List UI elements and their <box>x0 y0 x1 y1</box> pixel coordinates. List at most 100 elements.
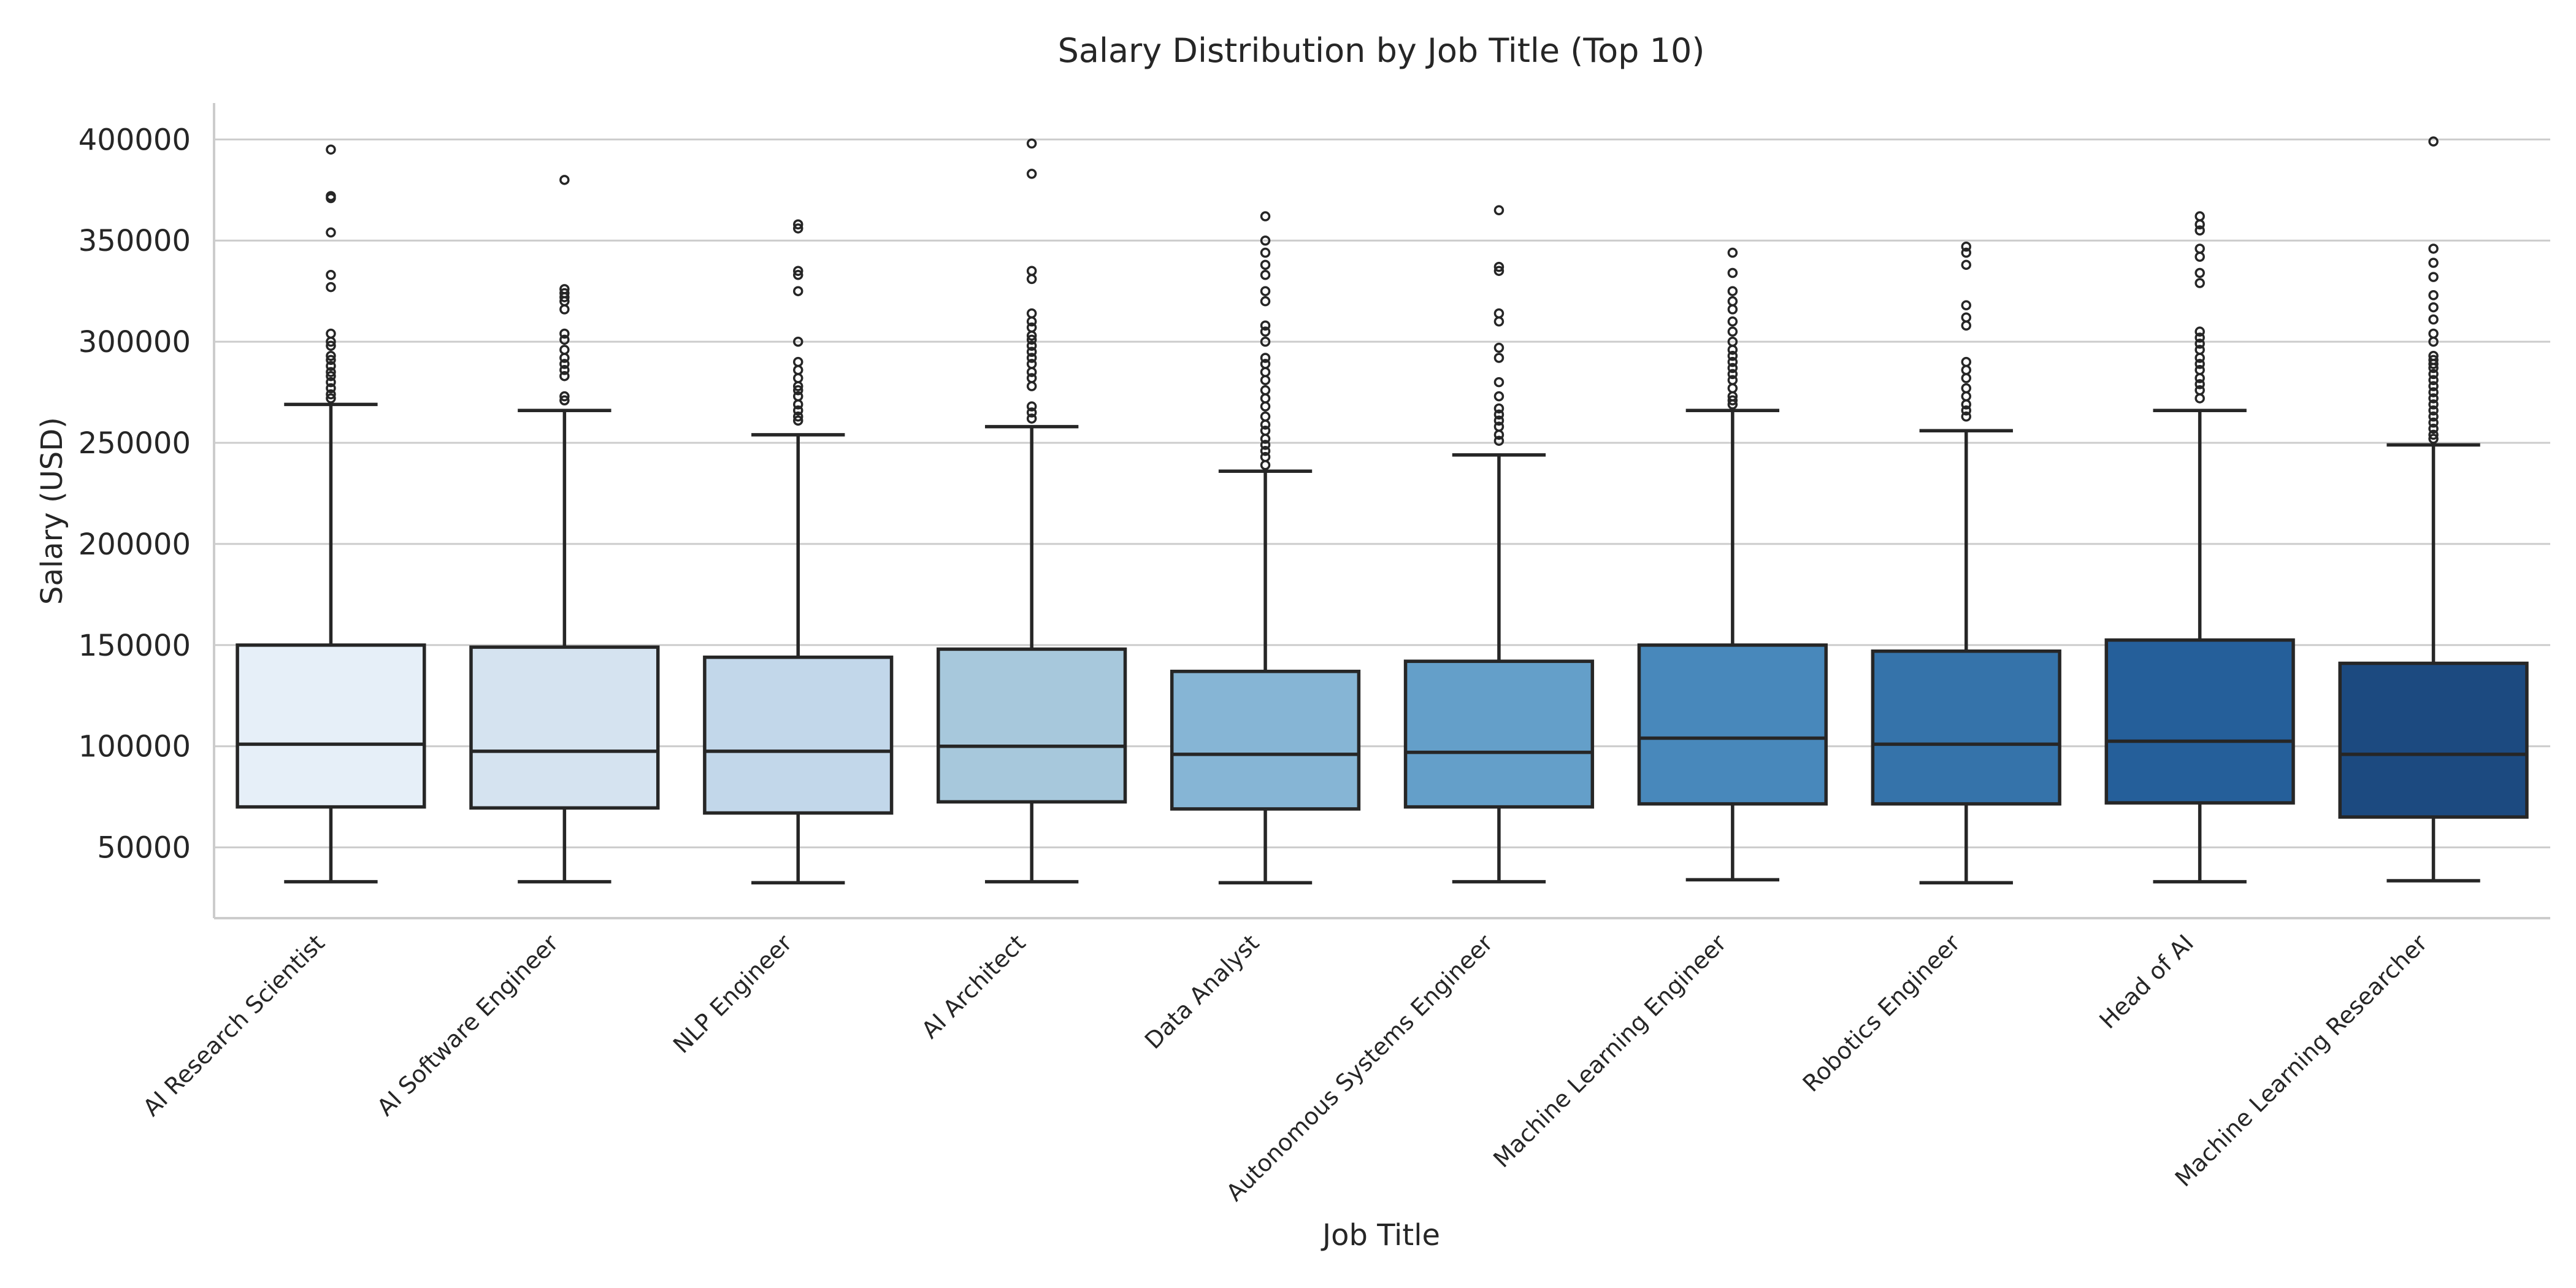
outlier-point <box>2195 225 2205 236</box>
outlier-point <box>1727 350 1738 361</box>
outlier-point <box>1493 353 1505 363</box>
outlier-point <box>559 345 570 355</box>
x-tick-label: AI Software Engineer <box>372 929 564 1121</box>
outlier-point <box>1260 375 1271 386</box>
outlier-point <box>1260 247 1271 258</box>
outlier-point <box>1260 326 1271 337</box>
y-tick-label: 250000 <box>79 426 191 461</box>
outlier-point <box>2428 399 2439 410</box>
y-tick-label: 200000 <box>79 527 191 562</box>
outlier-point <box>559 328 570 339</box>
box-group <box>2104 211 2295 884</box>
outlier-point <box>1260 460 1271 470</box>
outlier-point <box>2195 393 2205 404</box>
outlier-point <box>559 365 570 375</box>
outlier-point <box>1493 415 1505 426</box>
outlier-point <box>1260 385 1271 396</box>
box-group <box>2338 136 2529 883</box>
outlier-point <box>559 292 570 302</box>
outlier-point <box>793 373 803 383</box>
outlier-point <box>2428 387 2439 397</box>
outlier-point <box>1026 340 1037 351</box>
outlier-point <box>1493 342 1505 353</box>
x-axis-label: Job Title <box>1321 1218 1440 1252</box>
outlier-point <box>559 353 570 363</box>
x-tick-label: AI Research Scientist <box>138 929 330 1121</box>
outlier-point <box>2195 326 2205 337</box>
boxes <box>236 136 2529 885</box>
outlier-point <box>1026 401 1037 412</box>
outlier-point <box>2195 373 2205 383</box>
x-tick-label: AI Architect <box>916 929 1030 1043</box>
outlier-point <box>1260 445 1271 456</box>
box-group <box>1637 247 1828 882</box>
outlier-point <box>1727 267 1738 278</box>
outlier-point <box>2428 381 2439 391</box>
outlier-point <box>1260 393 1271 404</box>
box-group <box>703 219 894 885</box>
outlier-point <box>1493 409 1505 420</box>
outlier-point <box>1493 316 1505 327</box>
outlier-point <box>1260 259 1271 270</box>
outlier-point <box>559 359 570 369</box>
outlier-point <box>559 175 570 185</box>
outlier-point <box>1961 365 1971 375</box>
outlier-point <box>559 391 570 402</box>
outlier-point <box>1260 320 1271 331</box>
y-tick-label: 100000 <box>79 730 191 764</box>
outlier-point <box>1026 334 1037 345</box>
outlier-point <box>1727 399 1738 410</box>
iqr-box <box>937 647 1127 804</box>
outlier-point <box>2428 375 2439 386</box>
outlier-point <box>1260 235 1271 246</box>
outlier-point <box>793 336 803 347</box>
outlier-point <box>1961 391 1971 402</box>
outlier-point <box>1961 405 1971 416</box>
x-tick-label: NLP Engineer <box>668 929 797 1059</box>
y-tick-label: 150000 <box>79 629 191 663</box>
x-tick-label: Data Analyst <box>1140 929 1265 1054</box>
outlier-point <box>1260 434 1271 444</box>
outlier-point <box>1260 211 1271 221</box>
outlier-point <box>1260 411 1271 422</box>
outlier-point <box>1493 205 1505 216</box>
outlier-point <box>793 411 803 422</box>
outlier-point <box>2428 434 2439 444</box>
outlier-point <box>1026 266 1037 276</box>
outlier-point <box>2195 353 2205 363</box>
outlier-point <box>1493 435 1505 446</box>
box-group <box>469 175 660 884</box>
outlier-point <box>1727 362 1738 374</box>
outlier-point <box>1026 407 1037 418</box>
outlier-point <box>1961 320 1971 331</box>
outlier-point <box>793 385 803 396</box>
outlier-point <box>1727 286 1738 296</box>
outlier-point <box>1961 373 1971 383</box>
outlier-point <box>2428 272 2439 282</box>
outlier-point <box>326 393 336 404</box>
box-group <box>1170 211 1361 885</box>
outlier-point <box>2428 243 2439 254</box>
outlier-point <box>2428 423 2439 434</box>
outlier-point <box>793 270 803 280</box>
outlier-point <box>2195 379 2205 389</box>
outlier-point <box>2428 328 2439 339</box>
outlier-point <box>1727 247 1738 258</box>
outlier-point <box>1260 353 1271 363</box>
outlier-point <box>2428 136 2439 147</box>
x-tick-label: Autonomous Systems Engineer <box>1221 929 1498 1206</box>
outlier-point <box>793 415 803 426</box>
outlier-point <box>1260 336 1271 347</box>
outlier-point <box>2195 332 2205 343</box>
outlier-point <box>326 367 336 377</box>
box-group <box>236 144 426 884</box>
outlier-point <box>326 193 336 204</box>
iqr-box <box>469 645 660 810</box>
outlier-point <box>2428 302 2439 313</box>
outlier-point <box>1961 399 1971 410</box>
iqr-box <box>2104 638 2295 805</box>
iqr-box <box>236 643 426 809</box>
outlier-point <box>1493 266 1505 276</box>
outlier-point <box>1026 138 1037 149</box>
outlier-point <box>1026 413 1037 424</box>
